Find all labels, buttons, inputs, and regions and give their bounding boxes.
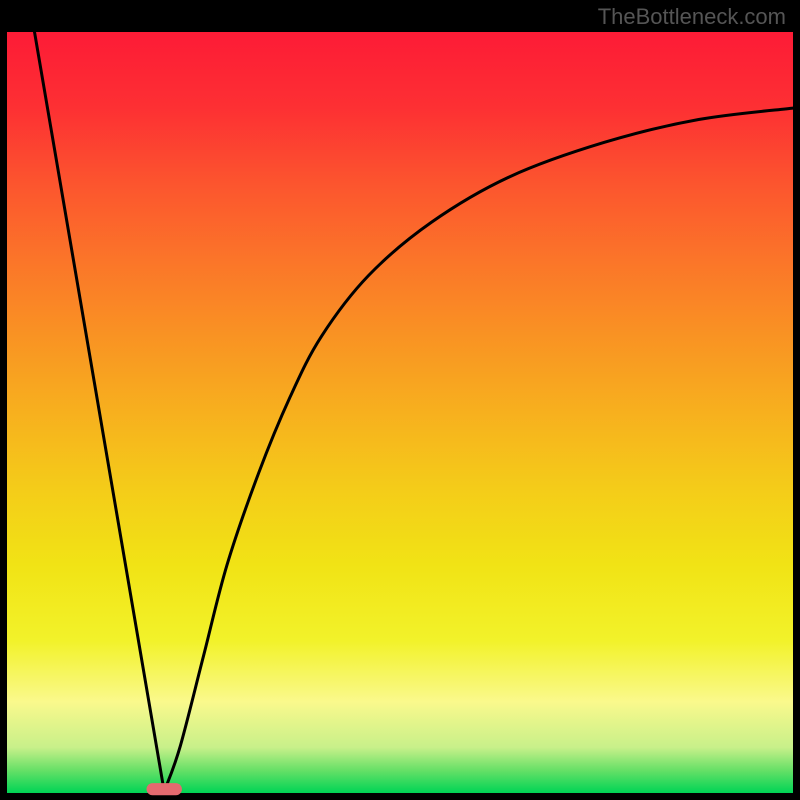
bottleneck-chart: TheBottleneck.com	[0, 0, 800, 800]
watermark-text: TheBottleneck.com	[598, 4, 786, 30]
optimal-marker	[147, 783, 182, 795]
plot-background	[7, 32, 793, 793]
chart-svg	[0, 0, 800, 800]
